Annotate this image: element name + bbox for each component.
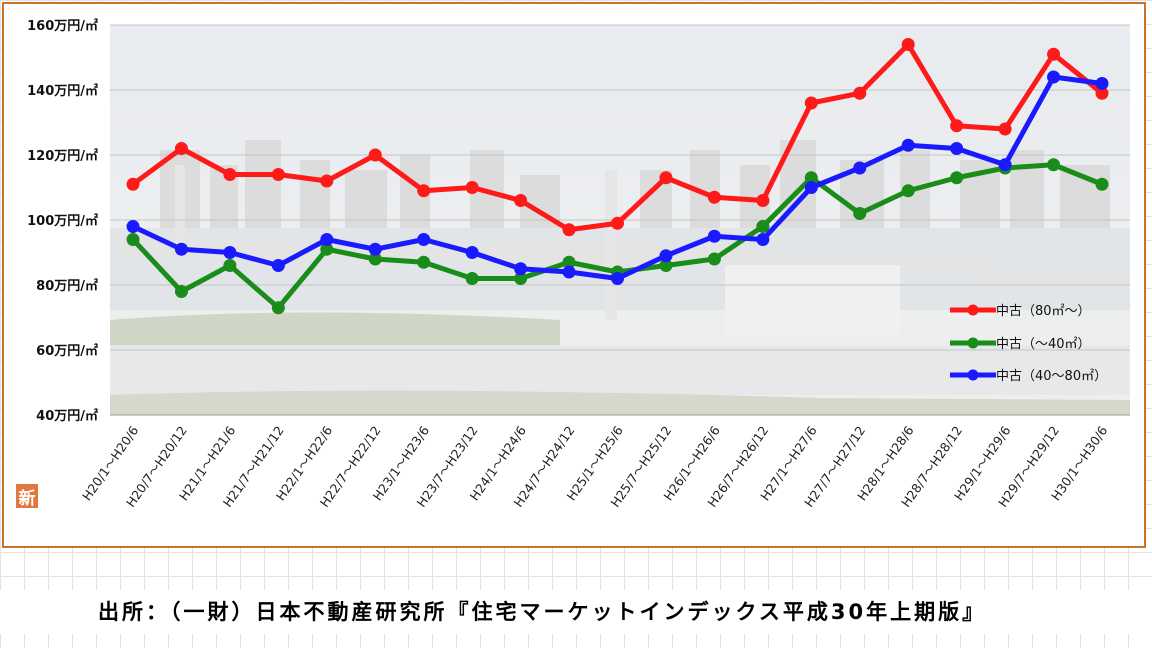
data-point	[514, 262, 528, 276]
data-point	[659, 249, 673, 263]
data-point	[465, 272, 479, 285]
y-tick-label: 80万円/㎡	[36, 278, 98, 294]
data-point	[901, 38, 915, 51]
x-axis-ticks: H20/1～H20/6H20/7～H20/12H21/1～H21/6H21/7～…	[79, 423, 1110, 510]
data-point	[950, 142, 964, 155]
data-point	[756, 220, 770, 233]
data-point	[853, 161, 867, 175]
data-point	[1047, 158, 1061, 172]
data-point	[804, 181, 818, 194]
data-point	[659, 259, 673, 272]
data-point	[514, 194, 528, 207]
data-point	[950, 171, 964, 185]
data-point	[271, 301, 285, 315]
data-point	[368, 148, 382, 162]
data-point	[174, 142, 188, 155]
data-point	[320, 242, 334, 256]
legend-label: 中古（～40㎡）	[996, 337, 1091, 352]
data-point	[126, 233, 140, 246]
data-point	[514, 272, 528, 285]
data-point	[223, 259, 237, 272]
data-point	[417, 233, 431, 246]
data-point	[756, 233, 770, 246]
y-tick-label: 60万円/㎡	[36, 343, 98, 359]
y-tick-label: 160万円/㎡	[27, 18, 98, 34]
data-point	[804, 171, 818, 185]
data-point	[804, 96, 818, 110]
data-point	[998, 122, 1012, 136]
data-point	[465, 181, 479, 194]
data-point	[707, 190, 721, 204]
legend-swatch-marker	[967, 337, 979, 349]
data-point	[126, 220, 140, 233]
legend-label: 中古（40～80㎡）	[996, 369, 1107, 384]
data-point	[562, 265, 576, 279]
data-point	[853, 207, 867, 220]
data-point	[271, 168, 285, 181]
data-point	[611, 216, 624, 230]
data-point	[1047, 47, 1061, 61]
y-tick-label: 40万円/㎡	[36, 408, 98, 424]
legend-swatch-marker	[967, 369, 979, 381]
data-point	[174, 285, 188, 298]
data-point	[562, 255, 576, 269]
new-badge: 新	[16, 484, 38, 509]
data-point	[465, 246, 479, 259]
data-point	[126, 177, 140, 191]
y-axis-ticks: 40万円/㎡ 60万円/㎡ 80万円/㎡ 100万円/㎡ 120万円/㎡ 140万円/㎡ 1…	[27, 18, 98, 424]
series-lines	[126, 38, 1109, 315]
data-point	[901, 184, 915, 198]
data-point	[707, 229, 721, 243]
source-note: 出所：（一財）日本不動産研究所『住宅マーケットインデックス平成30年上期版』	[98, 600, 987, 624]
data-point	[320, 233, 334, 246]
series-2	[126, 70, 1109, 285]
legend: 中古（80㎡～） 中古（～40㎡） 中古（40～80㎡）	[950, 304, 1107, 384]
source-footer: 出所：（一財）日本不動産研究所『住宅マーケットインデックス平成30年上期版』	[0, 590, 1152, 634]
line-chart: 40万円/㎡ 60万円/㎡ 80万円/㎡ 100万円/㎡ 120万円/㎡ 140万円/㎡ 1…	[27, 18, 1130, 510]
data-point	[562, 223, 576, 237]
data-point	[1095, 86, 1109, 100]
data-point	[1047, 70, 1061, 84]
data-point	[659, 171, 673, 185]
data-point	[223, 246, 237, 259]
data-point	[271, 259, 285, 272]
data-point	[950, 119, 964, 133]
data-point	[611, 272, 624, 285]
data-point	[174, 242, 188, 256]
data-point	[223, 168, 237, 181]
data-point	[417, 255, 431, 269]
data-point	[707, 252, 721, 266]
data-point	[998, 158, 1012, 172]
data-point	[756, 194, 770, 207]
data-point	[368, 252, 382, 266]
series-0	[126, 38, 1109, 237]
data-point	[901, 138, 915, 152]
data-point	[417, 184, 431, 198]
y-tick-label: 140万円/㎡	[27, 83, 98, 99]
legend-swatch-marker	[967, 304, 979, 316]
data-point	[1095, 77, 1109, 90]
data-point	[368, 242, 382, 256]
data-point	[1095, 177, 1109, 191]
y-tick-label: 120万円/㎡	[27, 148, 98, 164]
data-point	[320, 174, 334, 188]
data-point	[853, 86, 867, 100]
y-tick-label: 100万円/㎡	[27, 213, 98, 229]
legend-label: 中古（80㎡～）	[996, 304, 1091, 319]
